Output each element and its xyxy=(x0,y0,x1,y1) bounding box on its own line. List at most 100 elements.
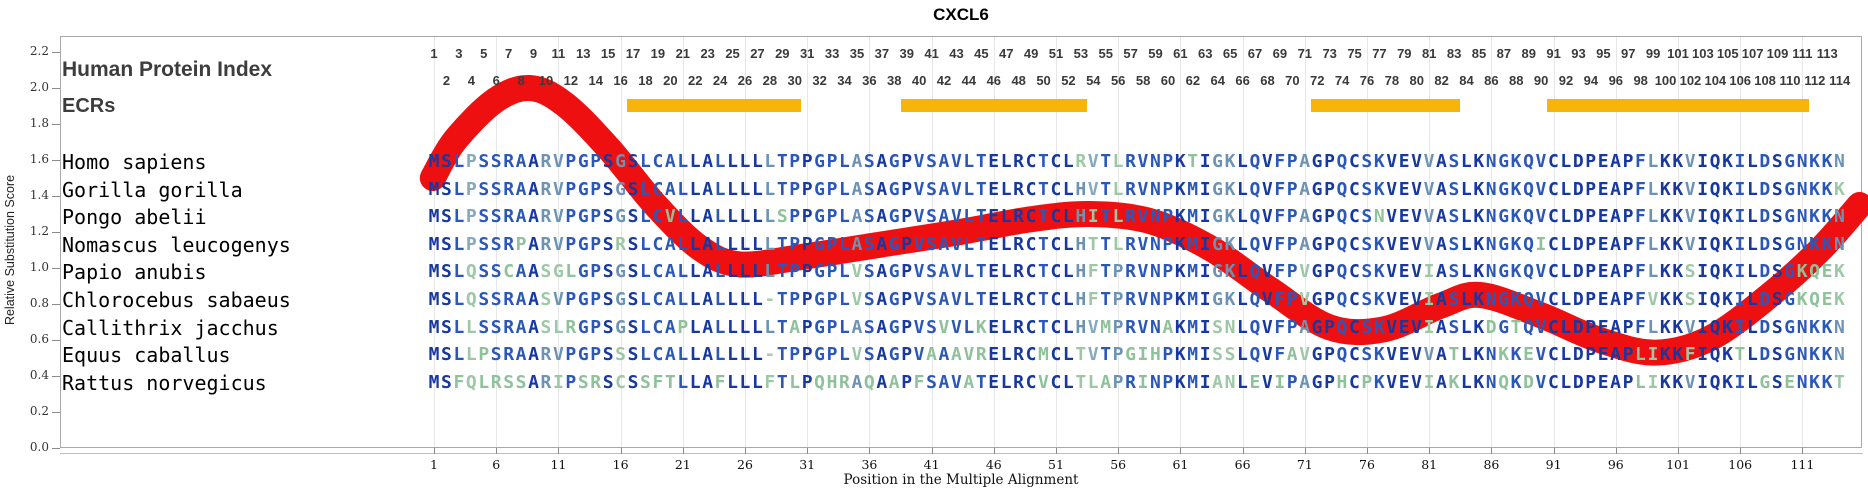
residue: G xyxy=(814,261,825,283)
residue: V xyxy=(1137,178,1149,200)
residue: S xyxy=(602,206,614,228)
residue: H xyxy=(1075,289,1087,310)
residue: E xyxy=(1597,289,1609,310)
residue: L xyxy=(839,206,850,228)
residue: L xyxy=(714,233,726,255)
residue: E xyxy=(1821,289,1833,310)
residue: Q xyxy=(1249,151,1261,172)
species-label[interactable]: Callithrix jacchus xyxy=(62,315,279,340)
y-tick-label: 0.2 xyxy=(29,404,49,418)
residue: T xyxy=(1187,151,1199,172)
index-number: 84 xyxy=(1459,73,1474,88)
residue: I xyxy=(1199,261,1211,283)
residue: V xyxy=(1087,316,1099,338)
index-number: 114 xyxy=(1829,73,1851,88)
residue: L xyxy=(963,151,975,172)
residue: S xyxy=(540,261,552,283)
residue: I xyxy=(1137,371,1149,393)
residue: V xyxy=(1038,371,1049,393)
residue: K xyxy=(1809,316,1820,338)
residue: L xyxy=(1062,151,1074,172)
residue: K xyxy=(1174,261,1186,283)
species-label[interactable]: Pongo abelii xyxy=(62,205,207,230)
species-label[interactable]: Papio anubis xyxy=(62,260,207,285)
residue: S xyxy=(1448,316,1460,338)
residue: T xyxy=(1100,344,1112,366)
index-number: 85 xyxy=(1471,46,1487,61)
residue: L xyxy=(1062,261,1074,283)
residue: A xyxy=(528,261,539,283)
residue: V xyxy=(1386,151,1398,172)
y-tick-label: 1.6 xyxy=(29,152,49,166)
residue: E xyxy=(988,344,1000,366)
residue: P xyxy=(1622,233,1634,255)
residue: L xyxy=(1460,178,1472,200)
ecr-bar[interactable] xyxy=(626,99,801,112)
species-label[interactable]: Homo sapiens xyxy=(62,150,207,174)
residue: G xyxy=(1784,178,1796,200)
residue: S xyxy=(441,371,452,393)
residue: L xyxy=(739,261,751,283)
species-label[interactable]: Equus caballus xyxy=(62,343,231,368)
residue: G xyxy=(577,178,589,200)
residue: K xyxy=(1373,233,1385,255)
index-number: 5 xyxy=(480,46,488,61)
residue: L xyxy=(1062,289,1074,310)
residue: K xyxy=(1174,316,1186,338)
residue: S xyxy=(1684,261,1696,283)
residue: P xyxy=(590,151,602,172)
residue: S xyxy=(478,289,490,310)
residue: A xyxy=(938,344,950,366)
index-number: 102 xyxy=(1679,73,1702,88)
residue: A xyxy=(528,151,539,172)
species-label[interactable]: Nomascus leucogenys xyxy=(62,232,291,257)
y-tick-label: 0.0 xyxy=(29,440,49,454)
residue: C xyxy=(615,371,626,393)
residue: L xyxy=(1746,316,1758,338)
residue: K xyxy=(1659,316,1671,338)
species-label[interactable]: Gorilla gorilla xyxy=(62,177,243,202)
residue: K xyxy=(1659,233,1671,255)
residue: V xyxy=(1261,316,1273,338)
index-number: 1 xyxy=(430,46,438,61)
residue: I xyxy=(1199,371,1211,393)
residue: V xyxy=(950,316,962,338)
species-label[interactable]: Rattus norvegicus xyxy=(62,370,267,395)
ecr-bar[interactable] xyxy=(900,99,1088,112)
residue: C xyxy=(1050,289,1062,310)
residue: A xyxy=(851,206,863,228)
sequence-row: MSLLPSRAARVPGPSSSLCALLALLLL-TPPGPLVSAGPV… xyxy=(428,345,1846,365)
x-tick-label: 66 xyxy=(1234,457,1251,472)
residue: R xyxy=(1125,261,1136,283)
residue: K xyxy=(1672,206,1684,228)
residue: F xyxy=(1274,206,1286,228)
residue: T xyxy=(1038,316,1049,338)
species-label[interactable]: Chlorocebus sabaeus xyxy=(62,288,291,312)
residue: S xyxy=(1448,233,1460,255)
residue: V xyxy=(1261,289,1273,310)
residue: Q xyxy=(465,261,477,283)
y-tick-mark xyxy=(52,376,60,377)
ecr-bar[interactable] xyxy=(1311,99,1461,112)
residue: K xyxy=(1672,233,1684,255)
residue: K xyxy=(1510,371,1522,393)
ecr-bar[interactable] xyxy=(1547,99,1809,112)
residue: V xyxy=(1137,233,1149,255)
x-tick-mark xyxy=(1180,448,1182,454)
index-number: 2 xyxy=(442,73,451,88)
x-tick-mark xyxy=(1304,448,1306,454)
residue: S xyxy=(1361,206,1373,228)
index-number: 113 xyxy=(1816,46,1838,61)
residue: S xyxy=(776,206,788,228)
index-number: 76 xyxy=(1359,73,1375,88)
residue: A xyxy=(938,371,950,393)
index-number: 36 xyxy=(862,73,877,88)
residue: L xyxy=(1062,206,1074,228)
residue: T xyxy=(975,261,987,283)
index-number: 4 xyxy=(467,73,475,88)
residue: L xyxy=(689,151,701,172)
residue: P xyxy=(1286,261,1298,283)
residue: K xyxy=(1373,344,1385,366)
residue: A xyxy=(515,289,527,310)
